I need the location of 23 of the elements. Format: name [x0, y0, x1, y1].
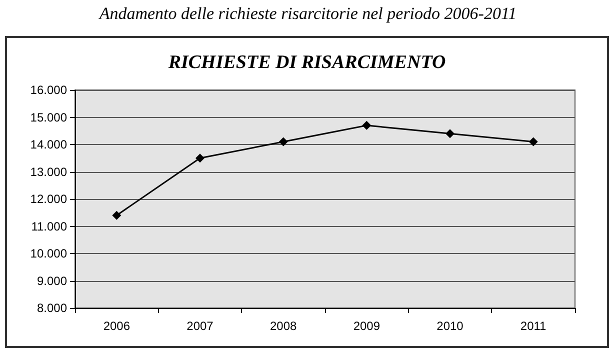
x-tick-label: 2006	[103, 319, 130, 333]
y-tick-label: 14.000	[30, 138, 68, 152]
y-tick-label: 10.000	[30, 246, 68, 260]
point	[446, 129, 454, 138]
x-tick-label: 2008	[270, 319, 298, 333]
x-tick-label: 2009	[353, 319, 380, 333]
chart-subtitle: RICHIESTE DI RISARCIMENTO	[167, 52, 446, 73]
y-tick-label: 8.000	[36, 301, 68, 315]
point	[112, 210, 122, 220]
point	[528, 137, 538, 146]
x-tick-label: 2010	[436, 319, 464, 333]
x-tick-label: 2007	[186, 319, 214, 333]
y-tick-label: 12.000	[30, 192, 68, 206]
point	[278, 137, 288, 146]
y-tick-label: 9.000	[36, 274, 68, 288]
y-tick-label: 11.000	[31, 219, 68, 234]
y-tick-label: 16.000	[30, 83, 68, 97]
point	[196, 154, 204, 163]
chart-title: Andamento delle richieste risarcitorie nel periodo 2006-2011	[98, 4, 518, 24]
point	[362, 120, 372, 130]
y-tick-label: 13.000	[30, 164, 68, 179]
x-tick-label: 2011	[520, 319, 547, 333]
y-tick-label: 15.000	[30, 110, 68, 124]
